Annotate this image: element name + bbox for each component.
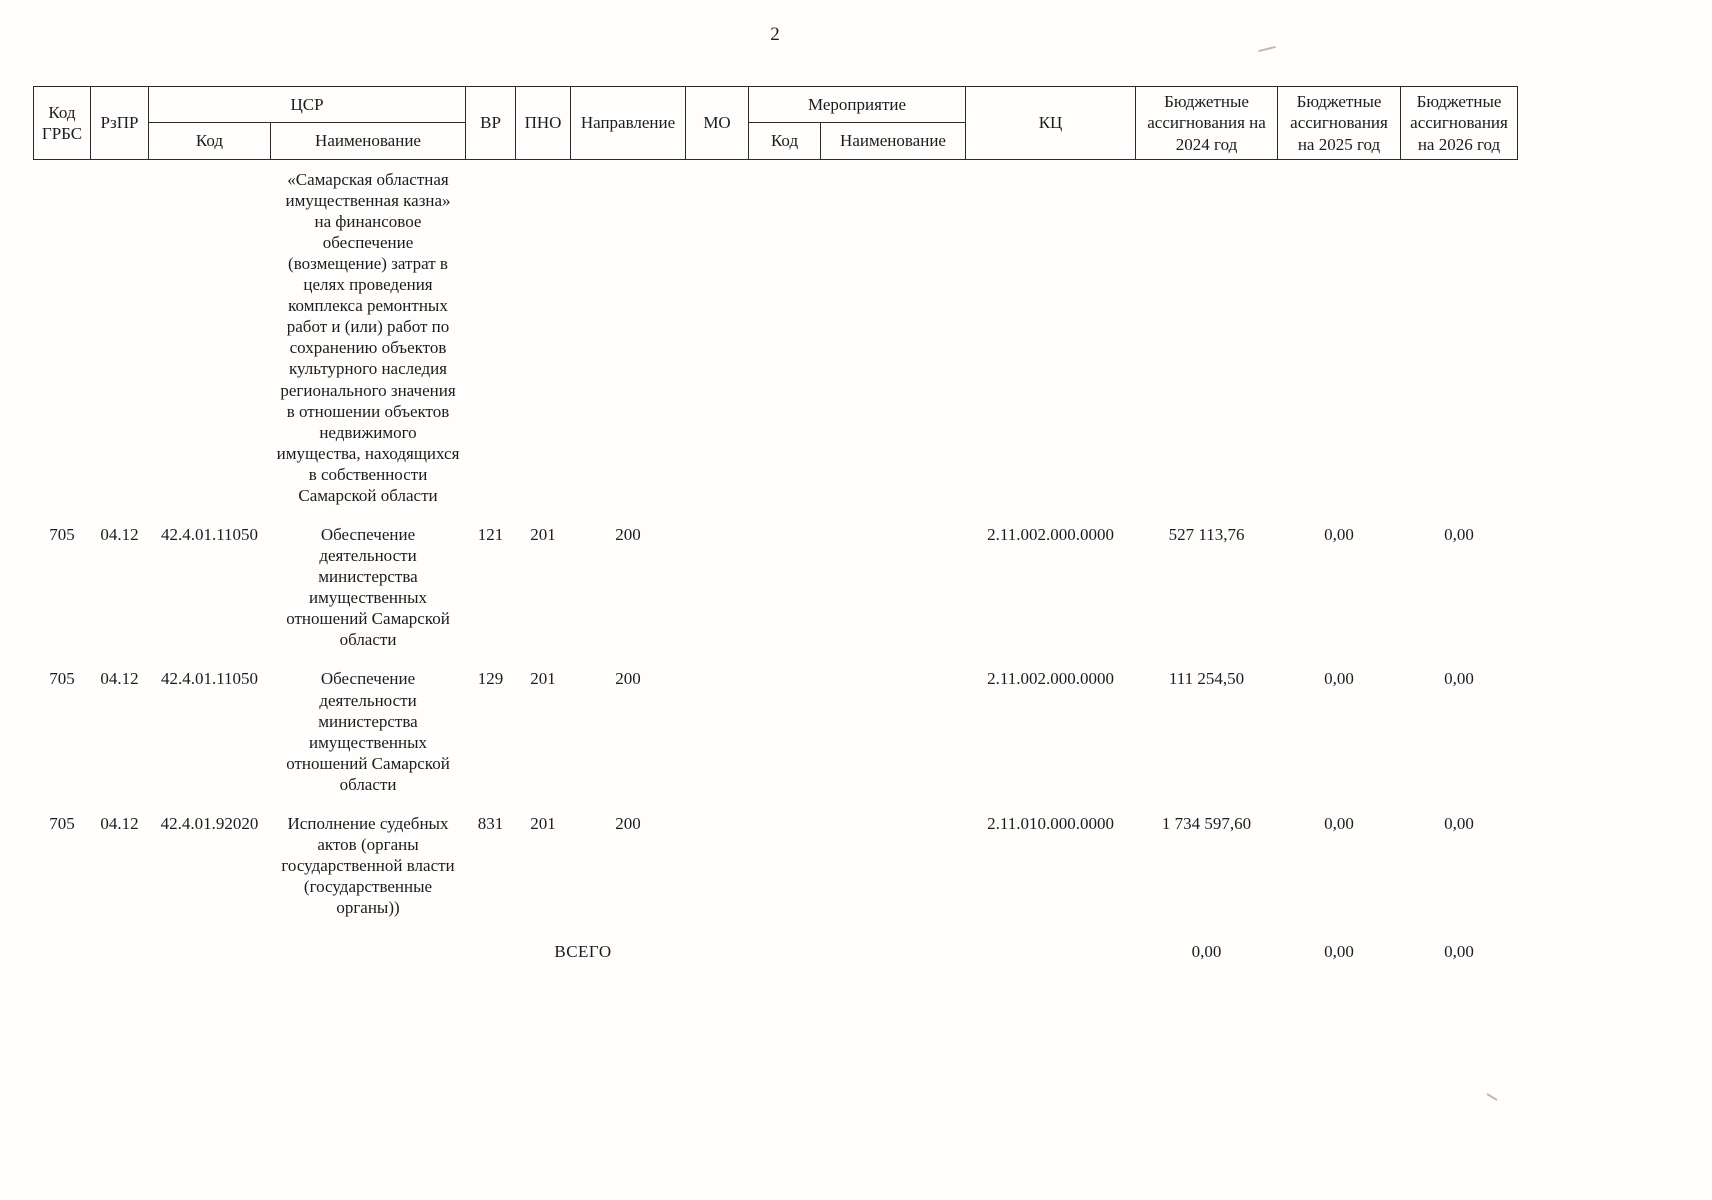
cell-mer-kod bbox=[749, 804, 821, 927]
cell-napravlenie: 200 bbox=[615, 525, 641, 544]
cell-napravlenie: 200 bbox=[615, 813, 641, 833]
header-mo: МО bbox=[685, 86, 750, 160]
header-tsr-kod: Код bbox=[148, 122, 271, 160]
header-meropriyatie: Мероприятие bbox=[748, 85, 967, 124]
cell-budget-2026: 0,00 bbox=[1444, 669, 1474, 689]
total-budget-2025: 0,00 bbox=[1324, 942, 1354, 962]
cell-rzpr: 04.12 bbox=[100, 669, 139, 689]
cell-tsr-kod: 42.4.01.11050 bbox=[160, 525, 259, 544]
page-number: 2 bbox=[770, 24, 780, 45]
cell-tsr-name: «Самарская областная имущественная казна… bbox=[276, 169, 460, 505]
cell-mer-name bbox=[821, 659, 966, 803]
cell-tsr-kod: 42.4.01.92020 bbox=[160, 813, 259, 833]
header-tsr-name: Наименование bbox=[269, 122, 467, 160]
cell-grbs: 705 bbox=[49, 813, 75, 833]
cell-budget-2026: 0,00 bbox=[1444, 813, 1474, 833]
cell-mer-name bbox=[821, 804, 966, 927]
cell-pno: 201 bbox=[530, 525, 556, 544]
table-row: 705 04.12 42.4.01.11050 Обеспечение деят… bbox=[34, 659, 1518, 803]
cell-mo bbox=[686, 159, 749, 515]
cell-mo bbox=[686, 659, 749, 803]
cell-budget-2024: 527 113,76 bbox=[1168, 525, 1245, 544]
cell-pno bbox=[516, 159, 571, 515]
cell-kts: 2.11.002.000.0000 bbox=[987, 525, 1114, 544]
cell-budget-2024: 1 734 597,60 bbox=[1161, 813, 1252, 833]
cell-vr bbox=[466, 159, 516, 515]
cell-budget-2025: 0,00 bbox=[1324, 813, 1354, 833]
scan-artifact bbox=[1258, 45, 1276, 53]
cell-vr: 129 bbox=[477, 669, 504, 689]
cell-budget-2025: 0,00 bbox=[1324, 525, 1354, 544]
header-budget-2026: Бюджетные ассигнования на 2026 год bbox=[1400, 86, 1519, 160]
total-budget-2026: 0,00 bbox=[1444, 942, 1474, 962]
table-row: 705 04.12 42.4.01.92020 Исполнение судеб… bbox=[34, 804, 1518, 927]
cell-kts: 2.11.010.000.0000 bbox=[987, 813, 1114, 833]
header-napravlenie: Направление bbox=[570, 86, 687, 160]
cell-budget-2025: 0,00 bbox=[1324, 669, 1354, 689]
scan-artifact bbox=[1486, 1092, 1498, 1102]
header-tsr: ЦСР bbox=[147, 85, 467, 124]
cell-budget-2026 bbox=[1401, 159, 1518, 515]
budget-table: Код ГРБС РзПР ЦСР ВР ПНО Направление МО … bbox=[33, 85, 1519, 971]
cell-budget-2024: 111 254,50 bbox=[1168, 669, 1245, 689]
cell-mer-kod bbox=[749, 659, 821, 803]
cell-rzpr: 04.12 bbox=[100, 813, 139, 833]
header-mer-kod: Код bbox=[748, 122, 822, 160]
total-budget-2024: 0,00 bbox=[1191, 942, 1222, 962]
header-kod-grbs: Код ГРБС bbox=[33, 86, 91, 160]
header-mer-name: Наименование bbox=[820, 122, 967, 160]
cell-rzpr bbox=[91, 159, 149, 515]
cell-pno: 201 bbox=[530, 669, 556, 689]
cell-vr: 121 bbox=[477, 525, 504, 544]
cell-rzpr: 04.12 bbox=[100, 525, 139, 544]
cell-budget-2025 bbox=[1278, 159, 1401, 515]
table-row: «Самарская областная имущественная казна… bbox=[34, 159, 1518, 515]
table-body: «Самарская областная имущественная казна… bbox=[34, 159, 1518, 971]
cell-tsr-name: Исполнение судебных актов (органы госуда… bbox=[281, 813, 455, 918]
cell-mer-name bbox=[821, 515, 966, 659]
cell-grbs bbox=[34, 159, 91, 515]
header-vr: ВР bbox=[465, 86, 517, 160]
header-budget-2025: Бюджетные ассигнования на 2025 год bbox=[1277, 86, 1402, 160]
cell-vr: 831 bbox=[477, 813, 504, 833]
header-rzpr: РзПР bbox=[90, 86, 149, 160]
cell-budget-2024 bbox=[1136, 159, 1278, 515]
cell-grbs: 705 bbox=[49, 669, 75, 689]
cell-mo bbox=[686, 804, 749, 927]
cell-mer-kod bbox=[749, 159, 821, 515]
cell-pno: 201 bbox=[530, 813, 556, 833]
header-budget-2024: Бюджетные ассигнования на 2024 год bbox=[1135, 86, 1279, 160]
cell-tsr-name: Обеспечение деятельности министерства им… bbox=[286, 669, 450, 794]
table-header: Код ГРБС РзПР ЦСР ВР ПНО Направление МО … bbox=[33, 85, 1519, 160]
cell-grbs: 705 bbox=[49, 525, 75, 544]
total-row: ВСЕГО 0,00 0,00 0,00 bbox=[34, 927, 1518, 971]
cell-kts bbox=[966, 159, 1136, 515]
total-label: ВСЕГО bbox=[554, 942, 612, 962]
cell-mer-kod bbox=[749, 515, 821, 659]
header-pno: ПНО bbox=[515, 86, 572, 160]
cell-tsr-kod: 42.4.01.11050 bbox=[160, 669, 259, 689]
cell-tsr-kod bbox=[149, 159, 271, 515]
cell-tsr-name: Обеспечение деятельности министерства им… bbox=[286, 525, 450, 650]
header-kts: КЦ bbox=[965, 86, 1137, 160]
cell-mo bbox=[686, 515, 749, 659]
cell-mer-name bbox=[821, 159, 966, 515]
cell-napravlenie: 200 bbox=[615, 669, 641, 689]
cell-kts: 2.11.002.000.0000 bbox=[987, 669, 1114, 689]
cell-budget-2026: 0,00 bbox=[1444, 525, 1474, 544]
cell-napravlenie bbox=[571, 159, 686, 515]
table-row: 705 04.12 42.4.01.11050 Обеспечение деят… bbox=[34, 515, 1518, 659]
